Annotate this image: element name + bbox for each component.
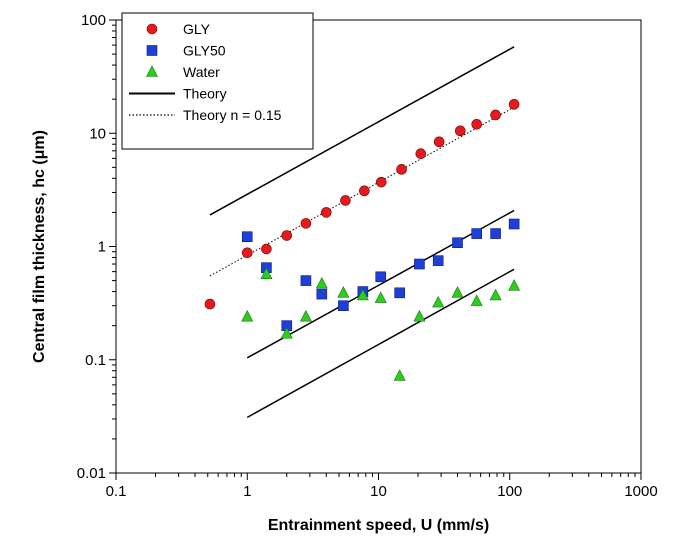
legend-water-label: Water [183, 64, 220, 80]
gly50-point [375, 271, 387, 283]
data-points-layer [204, 99, 521, 381]
legend-gly-marker [146, 23, 158, 35]
legend: GLY GLY50 Water Theory Theory n = 0.15 [121, 12, 314, 150]
x-tick-label: 0.1 [106, 483, 127, 500]
y-axis-title: Central film thickness, hc (μm) [31, 130, 48, 363]
gly50-point [241, 231, 253, 243]
water-point [489, 288, 502, 301]
water-point [413, 310, 426, 322]
gly-point [359, 185, 370, 197]
gly-point [261, 243, 272, 255]
gly-point [455, 125, 466, 137]
gly50-point [394, 287, 405, 299]
y-tick-label: 0.1 [85, 352, 106, 369]
x-tick-label: 1 [243, 483, 251, 500]
gly-point [415, 148, 427, 159]
gly50-point [432, 255, 444, 266]
gly-point [241, 247, 253, 259]
y-tick-label: 1 [98, 239, 106, 256]
water-point [315, 276, 328, 289]
water-point [470, 294, 483, 306]
gly-point [204, 298, 216, 310]
legend-items: GLY GLY50 Water Theory Theory n = 0.15 [129, 21, 282, 123]
gly50-point [452, 237, 463, 249]
gly-point [508, 99, 520, 110]
legend-water-marker [146, 65, 158, 77]
legend-theory-n-0-15-label: Theory n = 0.15 [183, 107, 282, 123]
gly-point [320, 207, 332, 218]
gly50-point [471, 228, 482, 239]
x-tick-label: 10 [370, 483, 387, 500]
gly-point [375, 176, 387, 188]
gly50-point [300, 275, 312, 286]
y-tick-label: 100 [81, 12, 106, 29]
legend-gly50-label: GLY50 [183, 43, 226, 59]
gly-point [300, 218, 312, 229]
gly50-point [316, 288, 328, 300]
water-point [356, 288, 369, 301]
plot-frame [115, 19, 642, 474]
water-point [374, 291, 387, 303]
water-point [280, 327, 293, 339]
x-axis-title: Entrainment speed, U (mm/s) [268, 517, 489, 534]
gly-point [340, 195, 351, 206]
y-tick-label: 0.01 [77, 465, 106, 482]
gly-point [471, 118, 482, 130]
water-point [337, 286, 350, 298]
theory-line [209, 46, 515, 216]
legend-theory-label: Theory [183, 86, 227, 102]
gly50-point [490, 228, 501, 239]
water-point [432, 295, 445, 308]
gly-point [490, 109, 501, 121]
water-point [299, 310, 312, 322]
x-tick-label: 1000 [624, 483, 657, 500]
gly50-point [414, 258, 425, 270]
gly-point [433, 136, 445, 148]
y-tick-label: 10 [89, 125, 106, 142]
legend-box [121, 12, 314, 150]
water-point [393, 369, 406, 381]
water-point [260, 267, 273, 279]
gly50-point [508, 218, 520, 230]
legend-gly50-marker [146, 45, 158, 56]
theory-line [246, 268, 515, 419]
water-point [508, 279, 521, 291]
theory-line [246, 209, 515, 359]
x-tick-label: 100 [497, 483, 522, 500]
theory-lines-layer [209, 46, 515, 419]
gly-point [281, 230, 293, 241]
water-point [451, 286, 464, 298]
gly-point [396, 164, 407, 175]
gly50-point [338, 300, 349, 312]
legend-gly-label: GLY [183, 21, 211, 37]
water-point [241, 310, 254, 322]
